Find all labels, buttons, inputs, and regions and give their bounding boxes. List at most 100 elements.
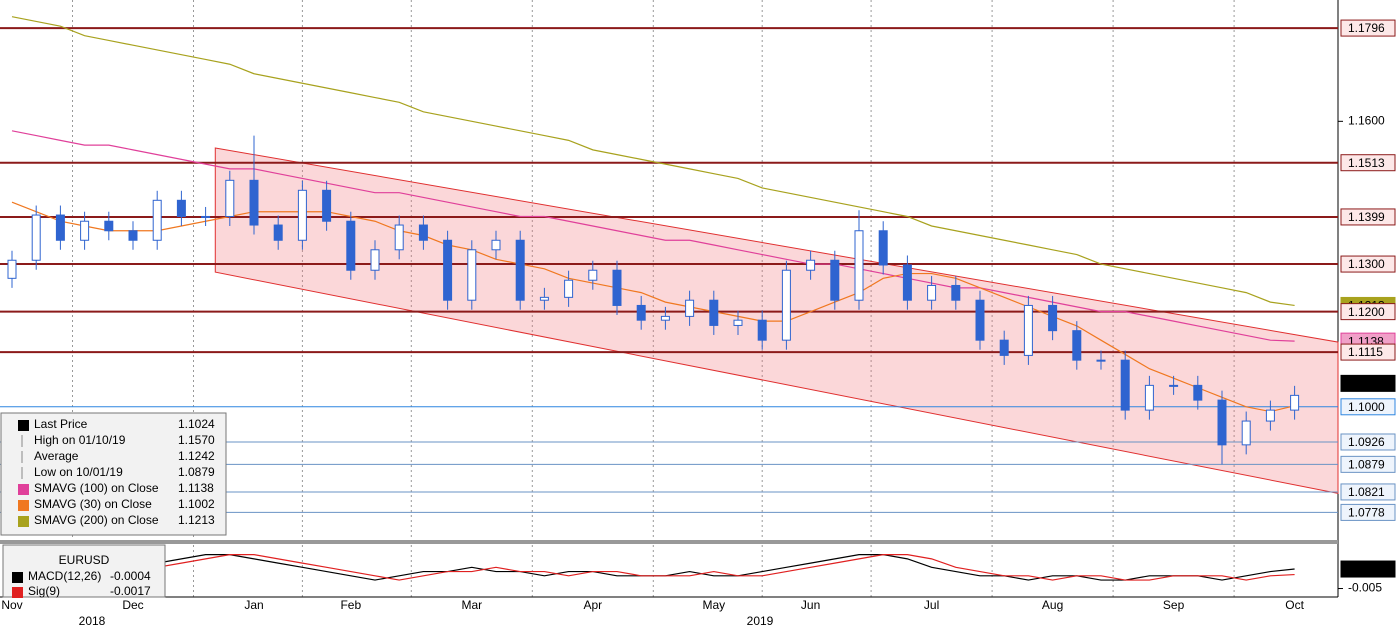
candle-body [418, 224, 428, 241]
price-tag-label: 1.1200 [1348, 305, 1385, 319]
candle-body [55, 214, 65, 241]
price-tag [1340, 503, 1396, 521]
candle-body [322, 189, 332, 222]
candle-body [685, 299, 695, 317]
candle-body [80, 220, 90, 241]
candle-body [709, 299, 719, 326]
candle-body [249, 179, 259, 226]
x-tick-label: May [702, 598, 725, 612]
candle-body [1048, 304, 1058, 332]
price-tag-label: 1.0821 [1348, 485, 1385, 499]
price-tag [1340, 154, 1396, 172]
candle-body [1265, 409, 1275, 422]
x-tick-label: Jun [801, 598, 820, 612]
legend-label: Sig(9) [28, 584, 60, 598]
x-tick-label: Feb [340, 598, 361, 612]
candle-body [588, 269, 598, 281]
candle-body [1290, 394, 1300, 411]
x-tick-label: Aug [1042, 598, 1063, 612]
candle-body [1096, 359, 1106, 362]
x-tick-label: Apr [583, 598, 602, 612]
moving-average [11, 16, 1295, 307]
legend-label: Low on 10/01/19 [34, 465, 123, 479]
legend-label: Average [34, 449, 79, 463]
legend-value: 1.1213 [178, 513, 215, 527]
price-tag-label: 1.1796 [1348, 21, 1385, 35]
candle-body [951, 284, 961, 301]
legend-swatch [18, 484, 29, 495]
price-tag-label: 1.1513 [1348, 156, 1385, 170]
candle-body [660, 315, 670, 321]
y2-tick-label: -0.005 [1348, 581, 1382, 595]
legend-swatch [18, 500, 29, 511]
price-tag-label: -0.0004 [1348, 562, 1389, 576]
legend-value: 1.1570 [178, 433, 215, 447]
year-label: 2019 [747, 614, 774, 628]
candle-body [7, 259, 17, 279]
candle-body [394, 224, 404, 251]
legend-swatch [12, 572, 23, 583]
legend-label: High on 01/10/19 [34, 433, 126, 447]
x-tick-label: Sep [1163, 598, 1185, 612]
legend-box [0, 412, 227, 536]
candle-body [515, 239, 525, 301]
legend-value: 1.1002 [178, 497, 215, 511]
x-tick-label: Nov [1, 598, 22, 612]
legend-value: 1.1242 [178, 449, 215, 463]
candle-body [806, 259, 816, 271]
candle-body [443, 239, 453, 301]
x-tick-label: Jul [924, 598, 939, 612]
macd-title: EURUSD [59, 553, 110, 567]
price-tag-label: 1.0778 [1348, 506, 1385, 520]
candle-body [1144, 384, 1154, 411]
legend-value: 1.1138 [178, 481, 214, 495]
candle-body [491, 239, 501, 251]
candle-body [1023, 304, 1033, 356]
candle-body [225, 179, 235, 217]
price-tag-label: 1.1300 [1348, 257, 1385, 271]
candle-body [370, 249, 380, 271]
candle-body [1217, 399, 1227, 446]
legend-value: -0.0017 [110, 584, 151, 598]
price-tag-label: 1.1024 [1348, 377, 1385, 391]
candle-body [1241, 420, 1251, 446]
candle-body [346, 220, 356, 271]
candle-body [878, 230, 888, 266]
legend-swatch [18, 420, 29, 431]
price-tag [1340, 398, 1396, 416]
candle-body [31, 214, 41, 261]
candle-body [1169, 384, 1179, 387]
candle-body [733, 319, 743, 326]
panel-separator [0, 540, 1338, 544]
candle-body [1120, 359, 1130, 411]
legend-label: SMAVG (100) on Close [34, 481, 159, 495]
x-tick-label: Jan [244, 598, 263, 612]
price-tag [1340, 208, 1396, 226]
candle-body [201, 215, 211, 218]
price-tag-label: 1.0926 [1348, 435, 1385, 449]
price-tag [1340, 19, 1396, 37]
price-tag [1340, 560, 1396, 578]
price-tag [1340, 374, 1396, 392]
moving-average [11, 130, 1295, 342]
candle-body [927, 284, 937, 301]
price-tag [1340, 255, 1396, 273]
candle-body [636, 304, 646, 321]
legend-label: Last Price [34, 417, 88, 431]
legend-label: SMAVG (200) on Close [34, 513, 159, 527]
x-tick-label: Dec [122, 598, 143, 612]
price-tag [1340, 303, 1396, 321]
macd-line [12, 554, 1295, 581]
candle-body [297, 189, 307, 241]
candle-body [902, 264, 912, 301]
candle-body [152, 199, 162, 241]
candle-body [781, 269, 791, 341]
price-tag [1340, 455, 1396, 473]
legend-value: 1.1024 [178, 417, 215, 431]
candle-body [612, 269, 622, 306]
price-tag-label: 1.1399 [1348, 210, 1385, 224]
candle-body [128, 230, 138, 241]
candle-body [975, 299, 985, 341]
moving-average [11, 201, 1295, 413]
